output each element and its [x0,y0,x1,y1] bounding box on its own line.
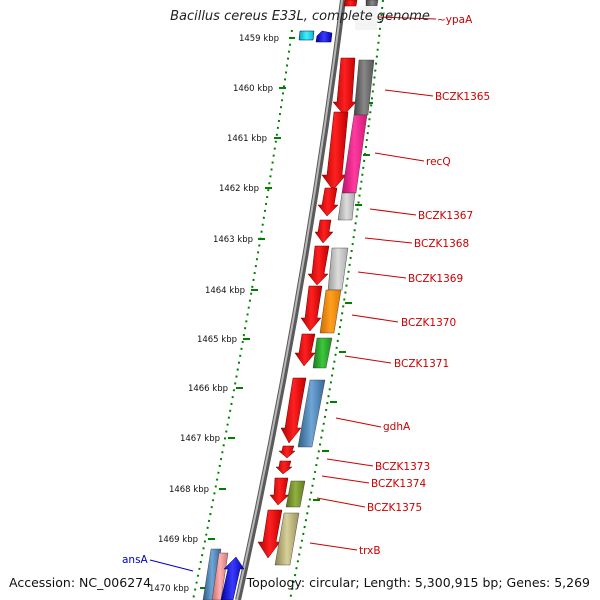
kbp-labels: 1459 kbp 1460 kbp 1461 kbp 1462 kbp 1463… [149,34,279,594]
gene-label: BCZK1370 [401,317,456,329]
gene-arrow-bczk1368 [314,219,334,244]
gene-label-left: ansA [122,554,149,566]
gene-label: BCZK1371 [394,358,449,370]
kbp-label: 1466 kbp [188,384,228,394]
gene-arrow-trxb [257,509,283,559]
gene-arrow-gdha [280,377,307,444]
gene-label: recQ [426,156,451,168]
gene-label: ~ypaA [437,14,473,26]
gene-label: BCZK1368 [414,238,469,250]
gene-arrow-top [343,0,358,7]
gene-arrow-reverse-1 [298,30,315,41]
kbp-label: 1460 kbp [233,84,273,94]
cog-block-top-dark [365,0,379,7]
accession-text: Accession: NC_006274 [9,575,152,590]
forward-genes [257,0,358,559]
cog-block-gdha [297,379,326,448]
gene-label: BCZK1374 [371,478,426,490]
gene-label: BCZK1367 [418,210,473,222]
kbp-label: 1467 kbp [180,434,220,444]
kbp-ruler [192,29,293,600]
gene-label: BCZK1365 [435,91,490,103]
cog-block-bczk1369 [327,247,349,291]
reverse-genes [220,30,333,600]
cog-block-top-light [355,6,378,30]
cog-block-bczk1367 [337,192,356,221]
cog-block-bczk1371 [312,337,333,369]
label-leaders [309,16,437,551]
kbp-label: 1469 kbp [158,535,198,545]
kbp-label: 1464 kbp [205,286,245,296]
gene-arrow-bczk1369 [307,245,330,286]
topology-text: Topology: circular; Length: 5,300,915 bp… [246,575,590,590]
outer-guide [289,0,384,600]
cog-block-bczk1370 [319,289,342,334]
gene-arrow-bczk1370 [300,285,323,332]
kbp-label: 1470 kbp [149,584,189,594]
ruler-ticks [200,37,373,589]
genome-backbone-highlight [236,0,343,600]
kbp-label: 1468 kbp [169,485,209,495]
gene-labels: ~ypaA BCZK1365 recQ BCZK1367 BCZK1368 BC… [359,14,490,557]
gene-arrow-bczk1375 [269,477,290,506]
kbp-label: 1461 kbp [227,134,267,144]
gene-arrow-recq [321,111,349,191]
gene-label: gdhA [383,421,411,433]
cog-block-trxb [274,512,300,566]
gene-arrow-reverse-2 [315,30,333,43]
gene-arrow-bczk1367 [317,187,339,217]
kbp-label: 1462 kbp [219,184,259,194]
gene-label: BCZK1375 [367,502,422,514]
kbp-label: 1459 kbp [239,34,279,44]
ansa-leader [149,559,194,572]
cog-block-bczk1365 [353,59,375,116]
gene-arrow-ansa [220,556,245,600]
gene-arrow-bczk1371 [294,333,316,367]
page-title: Bacillus cereus E33L, complete genome [170,9,430,24]
cog-blocks [202,0,379,600]
gene-label: BCZK1373 [375,461,430,473]
gene-arrow-bczk1374 [275,460,293,475]
gene-arrow-bczk1365 [332,57,357,116]
cog-block-bczk1375 [285,480,306,508]
cog-block-recq [341,114,368,194]
gene-label: BCZK1369 [408,273,463,285]
cog-block-ansa-steel [202,548,222,600]
kbp-label: 1463 kbp [213,235,253,245]
gene-label: trxB [359,545,381,557]
cog-block-ansa-salmon [211,552,229,600]
kbp-label: 1465 kbp [197,335,237,345]
gene-arrow-bczk1373 [278,445,296,459]
